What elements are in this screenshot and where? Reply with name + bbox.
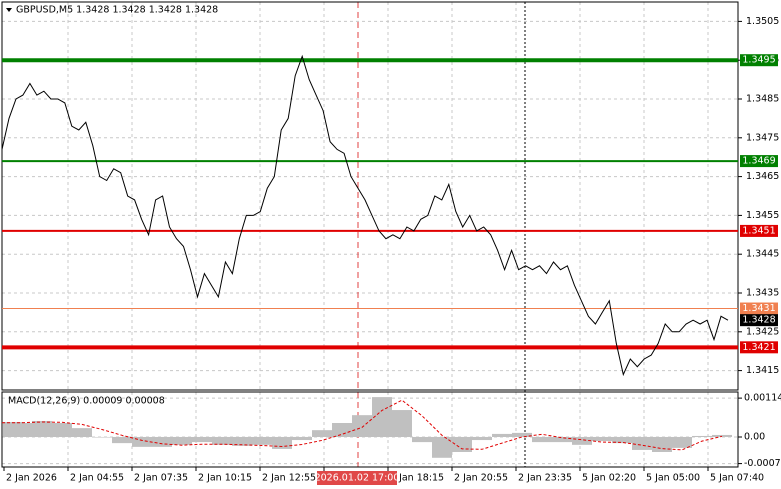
- price-level-label-bg: [740, 155, 778, 168]
- histogram-bar: [152, 436, 172, 447]
- y-tick-label: 1.3485: [746, 94, 779, 105]
- histogram-bar: [172, 436, 192, 445]
- crosshair-label-bg: [317, 471, 397, 485]
- price-line: [1, 54, 729, 377]
- y-tick-label: 1.3435: [746, 288, 779, 299]
- price-level-label: 1.3421: [742, 342, 775, 353]
- y-tick-label: -0.00078: [744, 458, 781, 469]
- current-price-label-bg: [740, 314, 778, 327]
- histogram-bar: [572, 436, 592, 445]
- crosshair-label: 2026.01.02 17:00: [315, 473, 400, 484]
- y-tick-label: 1.3455: [746, 210, 779, 221]
- macd-panel-frame: [1, 391, 739, 468]
- y-tick-label: 1.3465: [746, 171, 779, 182]
- macd-title: MACD(12,26,9) 0.00009 0.00008: [8, 396, 165, 407]
- histogram-bar: [252, 436, 272, 445]
- histogram-bar: [512, 432, 532, 437]
- x-tick-label: 2 Jan 10:15: [198, 473, 252, 484]
- histogram-bar: [72, 428, 92, 437]
- histogram-bar: [392, 410, 412, 437]
- histogram-bar: [712, 434, 732, 437]
- x-tick-label: 2 Jan 2026: [6, 473, 57, 484]
- x-tick-label: 5 Jan 05:00: [646, 473, 700, 484]
- price-level-label-bg: [740, 302, 778, 315]
- x-tick-label: 2 Jan 07:35: [134, 473, 188, 484]
- price-level-label: 1.3431: [742, 303, 775, 314]
- price-level-label-bg: [740, 54, 778, 67]
- histogram-bar: [52, 423, 72, 437]
- y-tick-label: 0.00: [744, 431, 765, 442]
- histogram-bar: [132, 436, 152, 447]
- histogram-bar: [492, 433, 512, 437]
- histogram-bar: [532, 436, 552, 443]
- histogram-bar: [352, 415, 372, 437]
- histogram-bar: [652, 436, 672, 452]
- histogram-bar: [12, 423, 32, 437]
- histogram-bar: [192, 436, 212, 443]
- y-tick-label: 0.00114: [744, 393, 781, 404]
- y-tick-label: 1.3505: [746, 16, 779, 27]
- histogram-bar: [332, 423, 352, 437]
- histogram-bar: [372, 397, 392, 437]
- histogram-bar: [632, 436, 652, 450]
- x-tick-label: 2 Jan 04:55: [70, 473, 124, 484]
- histogram-bar: [412, 436, 432, 443]
- histogram-bar: [472, 436, 492, 441]
- x-tick-label: 2 Jan 23:35: [518, 473, 572, 484]
- histogram-bar: [212, 436, 232, 445]
- main-panel-frame: [1, 1, 739, 391]
- histogram-bar: [672, 436, 692, 448]
- x-tick-label: 5 Jan 07:40: [710, 473, 764, 484]
- histogram-bar: [312, 430, 332, 437]
- price-level-label: 1.3451: [742, 225, 775, 236]
- price-level-label: 1.3469: [742, 156, 775, 167]
- histogram-bar: [92, 436, 112, 438]
- x-tick-label: 2 Jan 18:15: [390, 473, 444, 484]
- histogram-bar: [452, 436, 472, 452]
- y-tick-label: 1.3425: [746, 326, 779, 337]
- histogram-bar: [692, 435, 712, 437]
- histogram-bar: [592, 436, 612, 442]
- histogram-bar: [32, 420, 52, 437]
- histogram-bar: [612, 436, 632, 444]
- current-price-label: 1.3428: [742, 315, 775, 326]
- histogram-bar: [552, 436, 572, 443]
- histogram-bar: [272, 436, 292, 449]
- histogram-bar: [432, 436, 452, 458]
- signal-line: [2, 399, 723, 451]
- x-tick-label: 5 Jan 02:20: [582, 473, 636, 484]
- histogram-bar: [112, 436, 132, 444]
- x-tick-label: 2 Jan 12:55: [262, 473, 316, 484]
- y-tick-label: 1.3475: [746, 132, 779, 143]
- price-level-label-bg: [740, 224, 778, 237]
- price-level-label: 1.3495: [742, 55, 775, 66]
- x-tick-label: 2 Jan 20:55: [454, 473, 508, 484]
- price-level-label-bg: [740, 341, 778, 354]
- y-tick-label: 1.3445: [746, 249, 779, 260]
- panel-menu-arrow[interactable]: [6, 8, 12, 12]
- chart-title: GBPUSD,M5 1.3428 1.3428 1.3428 1.3428: [16, 5, 218, 16]
- histogram-bar: [232, 436, 252, 446]
- histogram-bar: [292, 436, 312, 441]
- y-tick-label: 1.3415: [746, 365, 779, 376]
